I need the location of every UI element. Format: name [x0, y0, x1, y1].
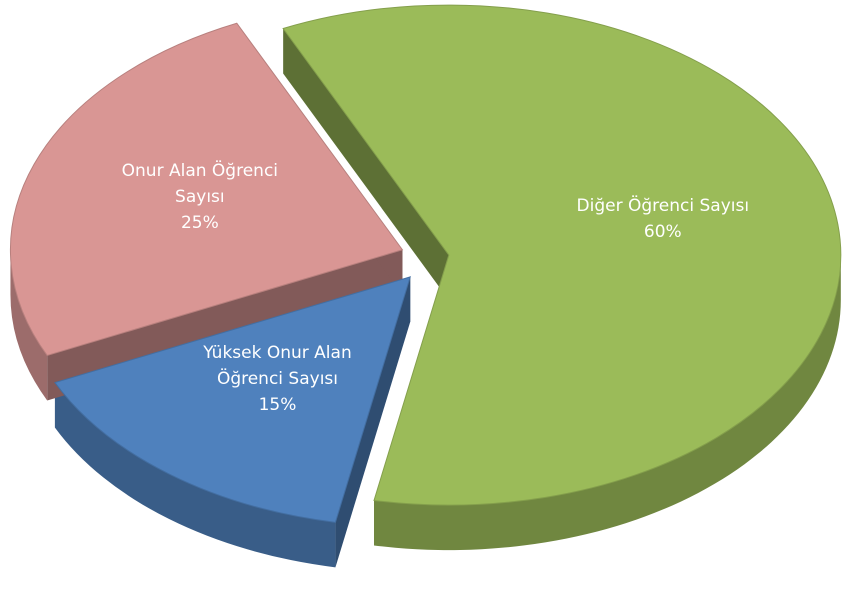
value-label: 60%: [643, 222, 682, 243]
slice: [10, 22, 404, 357]
category-label: Onur Alan Öğrenci Sayısı: [121, 160, 279, 207]
category-label: Diğer Öğrenci Sayısı: [576, 196, 750, 217]
slice-side: [54, 382, 336, 568]
slice-label: Yüksek Onur Alan Öğrenci Sayısı 15%: [177, 340, 377, 418]
value-label: 25%: [180, 212, 219, 233]
slice: [282, 4, 842, 506]
category-label: Yüksek Onur Alan Öğrenci Sayısı: [203, 343, 352, 390]
slice-label: Diğer Öğrenci Sayısı 60%: [563, 193, 763, 245]
slice-side: [10, 249, 48, 401]
value-label: 15%: [258, 395, 297, 416]
slice-radial-side: [335, 276, 411, 568]
slice-label: Onur Alan Öğrenci Sayısı 25%: [100, 158, 300, 236]
slice-radial-side: [283, 28, 449, 301]
slice: [54, 276, 411, 523]
slice-side: [374, 255, 841, 551]
